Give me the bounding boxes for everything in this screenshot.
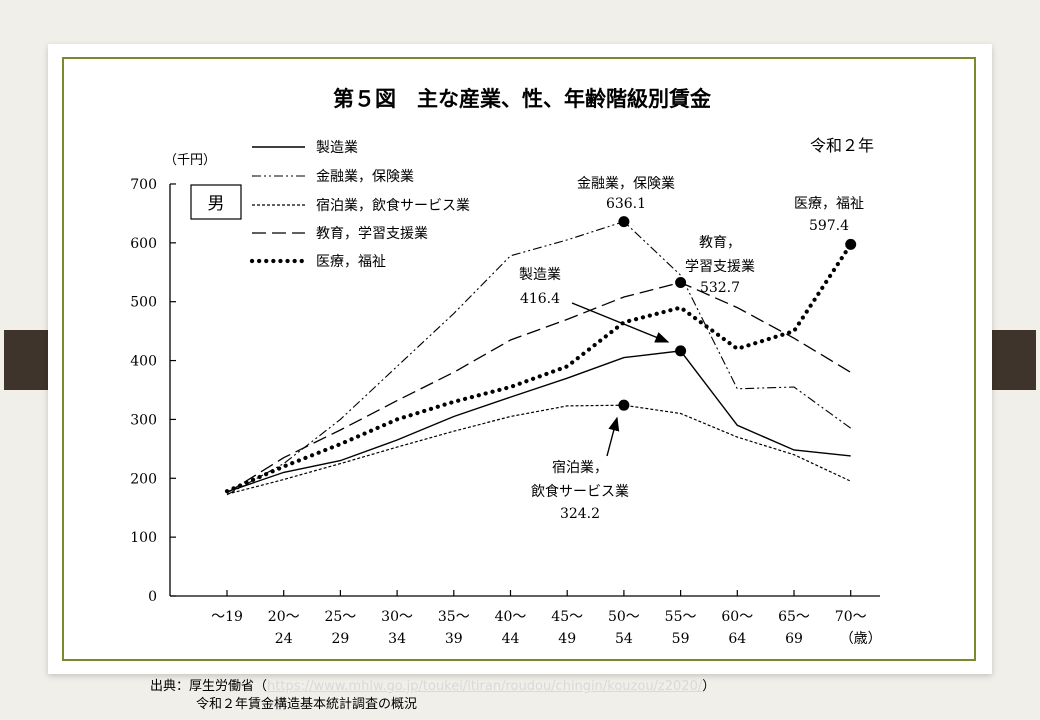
x-tick-label-sub: 24 [275,631,293,647]
x-tick-label: 70～ [835,609,867,625]
annotation-text: 324.2 [560,506,600,522]
series-line [226,220,852,496]
x-tick-label: 35～ [438,609,470,625]
year-label: 令和２年 [810,136,874,155]
highlight-point [618,399,630,411]
y-tick-label: 500 [130,295,157,311]
y-tick-label: 400 [130,354,157,370]
annotation-text: 学習支援業 [685,259,755,275]
legend-label: 金融業，保険業 [316,169,414,185]
annotation-text: 教育， [699,235,741,251]
x-tick-label-sub: 39 [445,631,463,647]
annotation-text: 宿泊業， [552,459,608,476]
annotation-arrow [571,302,670,343]
annotation-text: 製造業 [519,267,561,283]
x-tick-label: ～19 [211,609,243,625]
gender-box [190,184,242,220]
highlight-point [845,238,857,250]
series-line [226,350,851,493]
annotation-text: 532.7 [700,280,740,296]
y-tick-label: 700 [130,177,157,193]
highlight-point [618,216,630,228]
annotation-arrow [606,416,620,457]
annotation-text: 416.4 [520,291,560,307]
source-title: 令和２年賃金構造基本統計調査の概況 [196,697,418,712]
series-line [226,404,851,495]
highlight-point [675,276,687,288]
x-tick-label: 65～ [778,609,810,625]
x-tick-label-sub: 64 [728,631,746,647]
x-tick-label-sub: 44 [502,631,520,647]
source-link[interactable]: https://www.mhlw.go.jp/toukei/itiran/rou… [267,679,703,694]
highlight-point [675,345,687,357]
annotation-text: 597.4 [809,218,849,234]
chart-frame [62,57,976,661]
x-tick-label-sub: 49 [558,631,576,647]
x-tick-label-sub: 69 [785,631,803,647]
x-tick-label-sub: 29 [331,631,349,647]
y-tick-label: 600 [130,236,157,252]
slide-card [48,44,992,674]
gender-label: 男 [208,194,225,214]
series-line [226,281,852,494]
x-tick-label: 30～ [381,609,413,625]
legend-label: 教育，学習支援業 [316,226,428,242]
x-tick-label: 25～ [324,609,356,625]
x-tick-label: 60～ [721,609,753,625]
x-tick-label: 50～ [608,609,640,625]
x-tick-label-sub: 54 [615,631,633,647]
y-tick-label: 300 [130,412,157,428]
y-unit-label: （千円） [164,153,216,168]
annotation-text: 飲食サービス業 [531,483,629,500]
chart-title: 第５図 主な産業、性、年齢階級別賃金 [333,87,712,111]
legend-label: 医療，福祉 [316,253,386,270]
x-tick-label: 55～ [665,609,697,625]
y-tick-label: 0 [148,589,157,605]
y-tick-label: 200 [130,471,157,487]
y-tick-label: 100 [130,530,157,546]
x-tick-label: 45～ [551,609,583,625]
source-close: ） [702,679,716,694]
source-label: 出典：厚生労働省（ [150,679,268,694]
x-unit-label: （歳） [840,631,882,647]
source-note: 出典：厚生労働省（https://www.mhlw.go.jp/toukei/i… [150,678,715,714]
legend-label: 宿泊業，飲食サービス業 [316,197,470,214]
x-tick-label-sub: 59 [672,631,690,647]
x-tick-label: 20～ [268,609,300,625]
x-tick-label-sub: 34 [388,631,406,647]
series-line [224,242,853,494]
annotation-text: 636.1 [606,196,646,212]
legend-label: 製造業 [316,140,358,156]
annotation-text: 医療，福祉 [794,195,864,212]
annotation-text: 金融業，保険業 [577,176,675,192]
x-tick-label: 40～ [495,609,527,625]
